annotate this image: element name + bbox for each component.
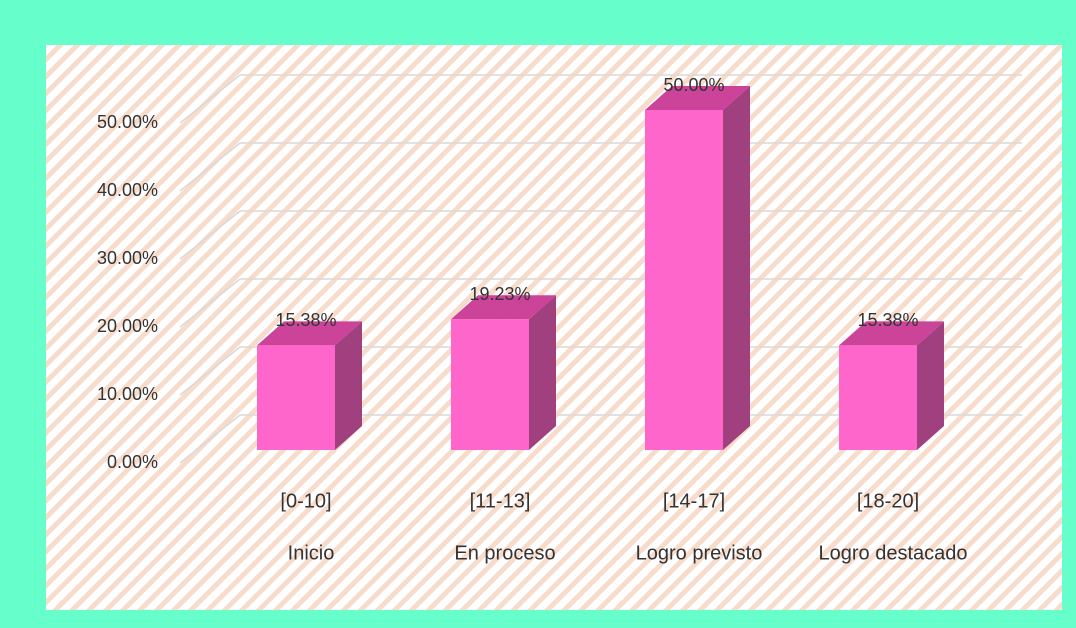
grid-line-side <box>179 346 241 396</box>
x-tick-label: [0-10] <box>280 490 331 512</box>
y-tick-label: 0.00% <box>107 452 158 472</box>
grid-line-side <box>179 278 241 328</box>
x-category-description: Inicio <box>288 542 335 564</box>
bar <box>645 110 723 450</box>
data-label: 15.38% <box>275 310 336 330</box>
bar-top <box>645 86 750 110</box>
y-tick-label: 30.00% <box>97 248 158 268</box>
data-label: 19.23% <box>469 284 530 304</box>
x-tick-label: [14-17] <box>663 490 725 512</box>
x-category-description: Logro destacado <box>818 542 967 564</box>
x-tick-label: [18-20] <box>857 490 919 512</box>
x-category-description: Logro previsto <box>636 542 763 564</box>
y-tick-label: 50.00% <box>97 112 158 132</box>
bar-top <box>839 321 944 346</box>
bar <box>257 345 335 450</box>
grid-line-side <box>179 142 241 192</box>
bar-top <box>451 295 556 320</box>
bar-side <box>335 321 362 450</box>
data-label: 50.00% <box>663 75 724 95</box>
bar-side <box>917 321 944 450</box>
y-tick-label: 40.00% <box>97 180 158 200</box>
grid-line-side <box>179 74 241 124</box>
grid-line-side <box>179 210 241 260</box>
x-category-description: En proceso <box>454 542 555 564</box>
x-tick-label: [11-13] <box>470 490 531 512</box>
bar-side <box>529 295 556 450</box>
bar-side <box>723 86 750 450</box>
data-label: 15.38% <box>857 310 918 330</box>
bar <box>839 345 917 450</box>
bar-top <box>257 321 362 346</box>
y-tick-label: 20.00% <box>97 316 158 336</box>
grid-line-side <box>179 414 241 464</box>
y-tick-label: 10.00% <box>97 384 158 404</box>
bar <box>451 319 529 450</box>
